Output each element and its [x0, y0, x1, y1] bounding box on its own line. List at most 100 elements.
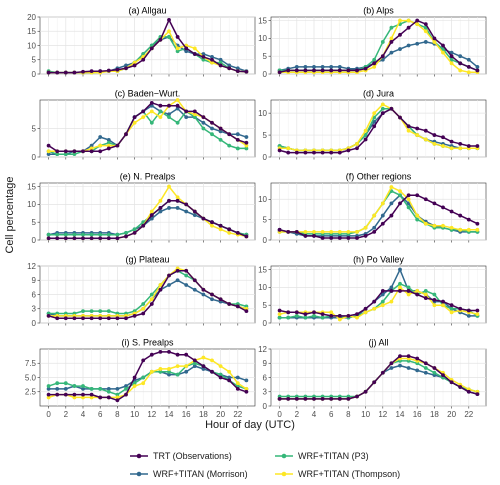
- data-point: [227, 132, 232, 137]
- data-point: [141, 306, 146, 311]
- data-point: [312, 64, 316, 69]
- data-point: [389, 361, 394, 366]
- data-point: [286, 150, 291, 155]
- legend-item: TRT (Observations): [130, 451, 232, 461]
- data-point: [98, 69, 103, 74]
- data-point: [167, 198, 171, 203]
- data-point: [346, 148, 351, 153]
- x-tick-label: 18: [430, 410, 439, 419]
- data-point: [141, 358, 146, 363]
- data-point: [235, 387, 240, 391]
- data-point: [115, 67, 120, 72]
- data-point: [89, 392, 94, 397]
- data-point: [175, 106, 180, 111]
- x-tick-label: 14: [396, 410, 405, 419]
- data-point: [167, 283, 171, 287]
- data-point: [303, 234, 308, 238]
- data-point: [337, 150, 342, 155]
- data-point: [380, 289, 385, 293]
- data-point: [380, 102, 385, 107]
- data-point: [432, 201, 437, 206]
- data-point: [277, 148, 282, 153]
- y-tick-label: 0: [32, 70, 37, 79]
- x-axis-label: Hour of day (UTC): [205, 419, 295, 431]
- data-point: [320, 68, 325, 73]
- panel-title: (f) Other regions: [346, 172, 412, 182]
- data-point: [406, 197, 411, 202]
- data-point: [55, 149, 60, 154]
- data-point: [363, 133, 368, 137]
- data-point: [124, 384, 128, 388]
- data-point: [312, 396, 316, 401]
- data-point: [294, 150, 299, 155]
- data-point: [432, 370, 437, 375]
- y-tick-label: 10: [27, 200, 36, 209]
- data-point: [294, 229, 299, 234]
- data-point: [227, 230, 232, 235]
- y-tick-label: 6: [263, 373, 268, 382]
- data-point: [192, 115, 197, 119]
- data-point: [372, 111, 377, 116]
- panel-strip: [271, 252, 486, 266]
- data-point: [235, 375, 240, 380]
- panel: (e) N. Prealps 0 5 10 15: [27, 169, 256, 245]
- data-point: [244, 140, 249, 145]
- data-point: [218, 60, 223, 65]
- data-point: [218, 364, 223, 368]
- data-point: [63, 232, 68, 237]
- data-point: [149, 369, 154, 374]
- data-point: [218, 372, 223, 377]
- data-point: [380, 299, 385, 304]
- data-point: [81, 384, 85, 388]
- y-tick-label: 5: [32, 124, 37, 133]
- data-point: [81, 236, 85, 241]
- data-point: [167, 35, 171, 39]
- data-point: [337, 229, 342, 234]
- data-point: [389, 25, 394, 30]
- data-point: [441, 135, 445, 140]
- data-point: [63, 381, 68, 386]
- data-point: [81, 69, 85, 74]
- data-point: [363, 225, 368, 230]
- data-point: [244, 143, 249, 148]
- data-point: [167, 372, 171, 377]
- data-point: [406, 193, 411, 198]
- data-point: [337, 396, 342, 401]
- data-point: [398, 281, 402, 286]
- data-point: [72, 149, 77, 154]
- legend-key-point: [281, 471, 287, 477]
- data-point: [201, 115, 206, 119]
- data-point: [449, 54, 454, 59]
- data-point: [81, 309, 85, 314]
- data-point: [46, 70, 51, 75]
- y-tick-label: 15: [258, 16, 267, 25]
- data-point: [149, 297, 154, 302]
- y-tick-label: 0: [263, 153, 268, 162]
- legend-label: WRF+TITAN (Morrison): [153, 469, 248, 479]
- data-point: [184, 364, 189, 368]
- data-point: [380, 213, 385, 218]
- data-point: [415, 126, 420, 131]
- y-tick-label: 15: [27, 182, 36, 191]
- data-point: [389, 201, 394, 206]
- data-point: [346, 236, 351, 240]
- legend-label: TRT (Observations): [153, 451, 232, 461]
- data-point: [192, 52, 197, 56]
- data-point: [244, 387, 249, 391]
- data-point: [184, 268, 189, 273]
- data-point: [406, 25, 411, 30]
- data-point: [398, 189, 402, 194]
- data-point: [46, 395, 51, 400]
- data-point: [175, 364, 180, 368]
- data-point: [235, 69, 240, 74]
- data-point: [46, 152, 51, 157]
- y-tick-label: 2.5: [25, 388, 37, 397]
- data-point: [158, 109, 163, 114]
- data-point: [115, 232, 120, 237]
- x-tick-label: 4: [81, 410, 86, 419]
- data-point: [320, 64, 325, 69]
- x-tick-label: 14: [165, 410, 174, 419]
- data-point: [329, 68, 334, 73]
- data-point: [210, 223, 214, 228]
- data-point: [149, 216, 154, 221]
